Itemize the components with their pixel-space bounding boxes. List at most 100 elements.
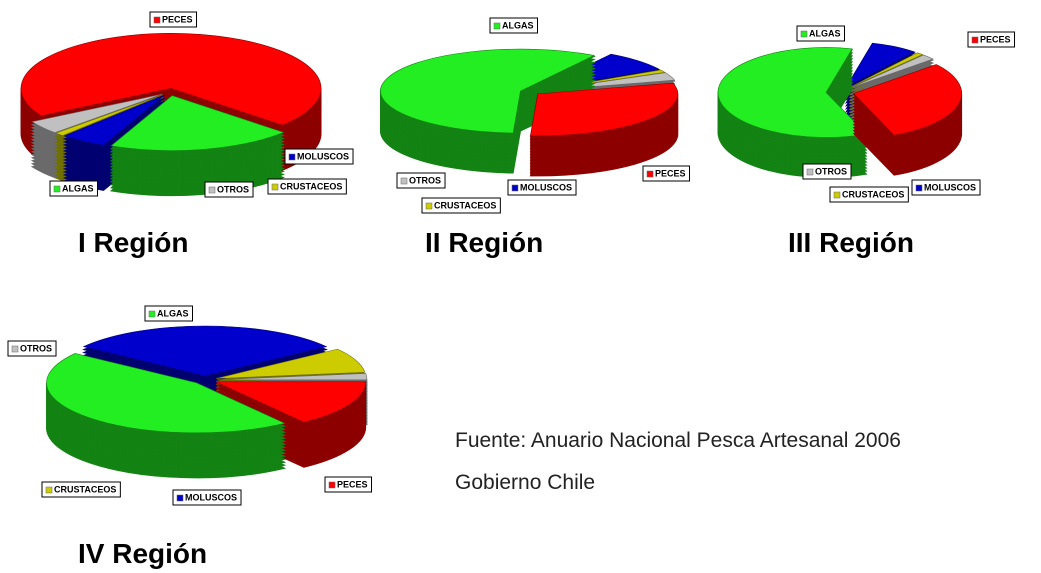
legend-text: ALGAS <box>157 308 189 318</box>
legend-label: MOLUSCOS <box>172 489 242 506</box>
legend-swatch <box>176 494 184 502</box>
slice-top <box>717 47 868 138</box>
pie-chart: III Región PECES ALGAS MOLUSCOS CRUSTACEOS OT… <box>717 25 1016 258</box>
slice-top <box>853 64 962 136</box>
slice-top <box>82 325 328 377</box>
legend-text: PECES <box>655 168 686 178</box>
pie-slice <box>215 381 367 468</box>
legend-label: CRUSTACEOS <box>41 481 121 498</box>
legend-swatch <box>148 310 156 318</box>
slice-top <box>216 348 366 379</box>
legend-text: CRUSTACEOS <box>280 181 342 191</box>
legend-box <box>796 25 845 42</box>
chart-title: II Región <box>425 227 543 258</box>
legend-label: ALGAS <box>489 17 538 34</box>
legend-text: MOLUSCOS <box>520 182 572 192</box>
legend-text: MOLUSCOS <box>297 151 349 161</box>
legend-box <box>911 179 981 196</box>
legend-label: CRUSTACEOS <box>829 186 909 203</box>
legend-box <box>284 148 354 165</box>
source-line: Gobierno Chile <box>455 471 595 494</box>
legend-swatch <box>646 170 654 178</box>
legend-text: ALGAS <box>62 183 94 193</box>
slice-top <box>63 94 165 146</box>
legend-text: ALGAS <box>502 20 534 30</box>
legend-swatch <box>511 184 519 192</box>
legend-label: ALGAS <box>144 305 193 322</box>
legend-swatch <box>208 186 216 194</box>
legend-label: MOLUSCOS <box>507 179 577 196</box>
slice-top <box>55 94 164 136</box>
legend-label: MOLUSCOS <box>911 179 981 196</box>
pie-chart: IV Región PECES ALGAS MOLUSCOS CRUSTACEOS OTR… <box>7 305 373 569</box>
legend-box <box>507 179 577 196</box>
legend-label: CRUSTACEOS <box>421 197 501 214</box>
legend-box <box>829 186 909 203</box>
legend-box <box>144 305 193 322</box>
pie-slice <box>529 82 679 177</box>
legend-box <box>802 163 852 180</box>
legend-box <box>41 481 121 498</box>
legend-swatch <box>45 486 53 494</box>
legend-label: CRUSTACEOS <box>267 178 347 195</box>
slice-top <box>31 93 163 134</box>
legend-label: PECES <box>642 165 691 182</box>
slice-top <box>216 373 368 381</box>
legend-swatch <box>153 16 161 24</box>
legend-text: CRUSTACEOS <box>434 200 496 210</box>
legend-text: OTROS <box>20 343 52 353</box>
legend-label: PECES <box>324 476 373 493</box>
legend-label: OTROS <box>802 163 852 180</box>
legend-swatch <box>833 191 841 199</box>
legend-label: PECES <box>967 31 1016 48</box>
legend-text: OTROS <box>409 175 441 185</box>
legend-box <box>7 340 57 357</box>
legend-box <box>489 17 538 34</box>
pie-slice <box>852 64 963 176</box>
legend-box <box>204 181 254 198</box>
pie-slice <box>46 353 287 479</box>
legend-swatch <box>800 30 808 38</box>
legend-swatch <box>288 153 296 161</box>
pie-slice <box>379 48 596 174</box>
legend-swatch <box>971 36 979 44</box>
legend-box <box>642 165 691 182</box>
legend-text: CRUSTACEOS <box>842 189 904 199</box>
legend-text: OTROS <box>815 166 847 176</box>
chart-title: IV Región <box>78 538 207 569</box>
slice-top <box>849 52 924 88</box>
legend-box <box>396 172 446 189</box>
legend-box <box>149 11 198 28</box>
legend-swatch <box>328 481 336 489</box>
chart-title: I Región <box>78 227 188 258</box>
legend-box <box>967 31 1016 48</box>
legend-label: ALGAS <box>796 25 845 42</box>
legend-text: ALGAS <box>809 28 841 38</box>
pie-chart: II Región PECES ALGAS MOLUSCOS CRUSTACEOS OTR… <box>379 17 691 258</box>
legend-text: PECES <box>162 14 193 24</box>
legend-swatch <box>53 185 61 193</box>
legend-box <box>49 180 98 197</box>
slice-top <box>850 54 934 89</box>
legend-label: ALGAS <box>49 180 98 197</box>
legend-box <box>324 476 373 493</box>
legend-swatch <box>425 202 433 210</box>
legend-label: OTROS <box>204 181 254 198</box>
legend-swatch <box>11 345 19 353</box>
slice-top <box>380 48 596 134</box>
legend-box <box>172 489 242 506</box>
pie-slice <box>717 47 868 178</box>
slice-top <box>530 82 679 137</box>
legend-box <box>267 178 347 195</box>
chart-title: III Región <box>788 227 914 258</box>
legend-swatch <box>271 183 279 191</box>
pie-chart: I Región PECES ALGAS MOLUSCOS CRUSTACEOS OTRO… <box>20 11 354 258</box>
legend-label: PECES <box>149 11 198 28</box>
legend-label: MOLUSCOS <box>284 148 354 165</box>
legend-text: PECES <box>337 479 368 489</box>
legend-text: CRUSTACEOS <box>54 484 116 494</box>
legend-text: MOLUSCOS <box>924 182 976 192</box>
slice-top <box>110 95 285 151</box>
legend-swatch <box>400 177 408 185</box>
